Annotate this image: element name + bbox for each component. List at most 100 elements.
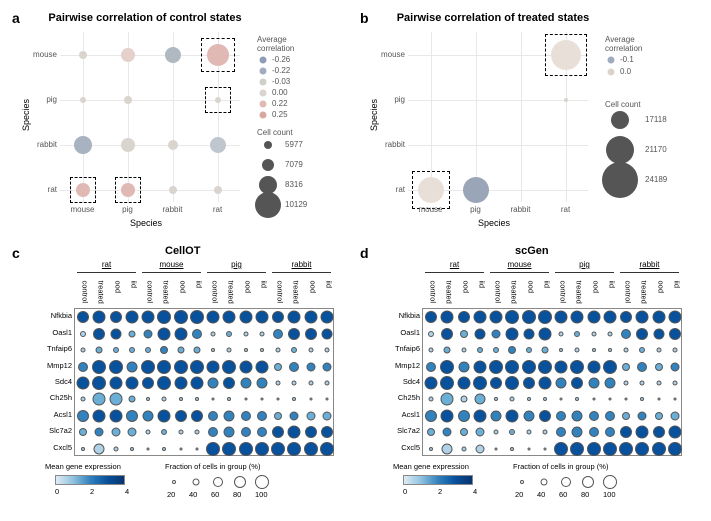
- bubble: [121, 138, 135, 152]
- dotplot-dot: [668, 311, 681, 324]
- frac-legend-dot: [520, 480, 524, 484]
- dotplot-dot: [256, 378, 267, 389]
- dotplot-dot: [274, 412, 282, 420]
- dotplot-dot: [110, 311, 122, 323]
- dotplot-dot: [591, 331, 596, 336]
- dotplot-c-frac-label: Fraction of cells in group (%): [165, 462, 260, 471]
- dotplot-dot: [288, 426, 301, 439]
- dotplot-dot: [77, 410, 89, 422]
- dotplot-dot: [128, 396, 135, 403]
- panel-a-label: a: [12, 10, 20, 26]
- dotplot-c-colorbar: [55, 475, 125, 485]
- frac-legend-val: 60: [559, 490, 567, 499]
- dotplot-dot: [505, 376, 519, 390]
- dotplot-dot: [538, 377, 551, 390]
- group-label: rabbit: [269, 260, 334, 269]
- dotplot-dot: [190, 360, 204, 374]
- legend-size-val: 8316: [285, 180, 303, 189]
- dotplot-dot: [490, 311, 503, 324]
- legend-size-val: 5977: [285, 140, 303, 149]
- group-line: [425, 272, 484, 273]
- dotplot-dot: [109, 377, 122, 390]
- bubble: [74, 136, 92, 154]
- dotplot-dot: [93, 393, 106, 406]
- dotplot-dot: [292, 381, 297, 386]
- bubble: [169, 186, 177, 194]
- cond-label: treated: [445, 281, 454, 304]
- dotplot-dot: [222, 442, 236, 456]
- panel-c-title: CellOT: [165, 245, 200, 257]
- gene-label: Mmp12: [382, 361, 420, 370]
- tick-y: rat: [370, 185, 405, 194]
- dotplot-dot: [227, 348, 232, 353]
- cond-label: treated: [227, 281, 236, 304]
- dotplot-dot: [257, 427, 267, 437]
- dotplot-dot: [142, 311, 155, 324]
- dotplot-dot: [508, 346, 516, 354]
- group-label: rabbit: [617, 260, 682, 269]
- dotplot-dot: [162, 397, 167, 402]
- legend-dot: [608, 57, 615, 64]
- dotplot-dot: [523, 410, 534, 421]
- frac-legend-dot: [234, 476, 246, 488]
- dotplot-dot: [94, 443, 105, 454]
- frac-legend-dot: [172, 480, 176, 484]
- chart-b: [408, 32, 588, 202]
- dotplot-dot: [193, 347, 200, 354]
- frac-legend-dot: [603, 475, 617, 489]
- dotplot-dot: [158, 409, 171, 422]
- dotplot-dot: [555, 360, 568, 373]
- bubble: [80, 97, 86, 103]
- dotplot-dot: [543, 397, 547, 401]
- dotplot-dot: [192, 329, 202, 339]
- group-line: [555, 272, 614, 273]
- cond-label: iid: [607, 281, 616, 289]
- gene-label: Sdc4: [34, 377, 72, 386]
- cond-label: control: [494, 281, 503, 304]
- dotplot-dot: [290, 411, 299, 420]
- dotplot-dot: [460, 396, 467, 403]
- dotplot-dot: [306, 411, 315, 420]
- dotplot-dot: [636, 426, 649, 439]
- tick-x: rabbit: [155, 205, 191, 214]
- dotplot-dot: [260, 398, 263, 401]
- dotplot-dot: [461, 446, 466, 451]
- dotplot-dot: [195, 397, 199, 401]
- dotplot-dot: [505, 310, 519, 324]
- dotplot-dot: [656, 381, 661, 386]
- dotplot-dot: [523, 328, 534, 339]
- dotplot-dot: [587, 442, 601, 456]
- dotplot-d-expr-label: Mean gene expression: [393, 462, 469, 471]
- frac-legend-val: 100: [255, 490, 268, 499]
- frac-legend-val: 80: [233, 490, 241, 499]
- dotplot-dot: [668, 442, 682, 456]
- dotplot-d-frac-label: Fraction of cells in group (%): [513, 462, 608, 471]
- dotplot-dot: [672, 381, 677, 386]
- panel-d-title: scGen: [515, 245, 549, 257]
- gene-label: Acsl1: [34, 410, 72, 419]
- gene-label: Oasl1: [382, 328, 420, 337]
- dotplot-dot: [255, 360, 268, 373]
- dotplot-dot: [603, 360, 617, 374]
- tick-x: rat: [200, 205, 236, 214]
- dotplot-dot: [241, 411, 251, 421]
- bubble: [79, 51, 87, 59]
- dotplot-dot: [458, 410, 470, 422]
- dotplot-dot: [125, 311, 138, 324]
- dotplot-dot: [255, 311, 268, 324]
- dotplot-dot: [510, 397, 515, 402]
- dotplot-dot: [309, 398, 312, 401]
- dotplot-dot: [440, 376, 454, 390]
- dotplot-dot: [622, 412, 630, 420]
- dotplot-dot: [605, 411, 615, 421]
- dotplot-dot: [639, 347, 645, 353]
- dotplot-dot: [96, 347, 103, 354]
- dotplot-dot: [441, 409, 454, 422]
- dotplot-dot: [162, 447, 166, 451]
- dotplot-dot: [669, 328, 681, 340]
- cond-label: iid: [324, 281, 333, 289]
- dotplot-dot: [670, 411, 679, 420]
- dotplot-dot: [572, 427, 583, 438]
- frac-legend-dot: [213, 477, 223, 487]
- dotplot-dot: [174, 310, 188, 324]
